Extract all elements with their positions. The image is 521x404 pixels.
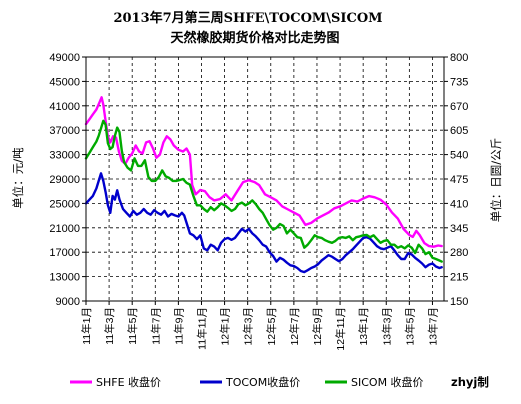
x-tick-label: 12年3月 — [242, 307, 255, 346]
legend-label-2: SICOM 收盘价 — [351, 375, 424, 389]
left-tick-label: 29000 — [49, 174, 80, 186]
right-tick-label: 605 — [450, 125, 468, 137]
right-tick-label: 410 — [450, 198, 468, 210]
right-tick-label: 475 — [450, 174, 468, 186]
left-tick-label: 13000 — [49, 272, 80, 284]
x-tick-label: 12年1月 — [219, 307, 232, 346]
series-lines — [84, 96, 443, 274]
series-line-1 — [84, 172, 443, 274]
legend-label-1: TOCOM收盘价 — [225, 375, 300, 389]
right-tick-label: 215 — [450, 272, 468, 284]
x-tick-label: 13年3月 — [380, 307, 393, 346]
left-tick-label: 17000 — [49, 247, 80, 259]
plot-frame — [85, 56, 445, 302]
legend: SHFE 收盘价 TOCOM收盘价 SICOM 收盘价 — [70, 375, 424, 389]
chart-subtitle: 天然橡胶期货价格对比走势图 — [170, 30, 339, 46]
right-tick-label: 670 — [450, 101, 468, 113]
left-tick-label: 41000 — [49, 101, 80, 113]
right-tick-label: 540 — [450, 150, 468, 162]
legend-label-0: SHFE 收盘价 — [96, 375, 161, 389]
left-axis-label: 单位：元/吨 — [11, 147, 25, 209]
left-tick-label: 37000 — [49, 125, 80, 137]
series-line-2 — [84, 119, 443, 263]
chart-title: 2013年7月第三周SHFE\TOCOM\SICOM — [113, 10, 382, 26]
x-tick-label: 11年3月 — [103, 307, 116, 345]
right-axis-label: 单位：日圆/公斤 — [489, 138, 503, 222]
x-tick-label: 11年11月 — [195, 307, 208, 350]
x-tick-label: 11年1月 — [80, 307, 93, 345]
right-tick-label: 345 — [450, 223, 468, 235]
right-y-axis: 150 215 280 345 410 475 540 605 670 735 800 — [444, 52, 468, 308]
left-tick-label: 21000 — [49, 223, 80, 235]
left-tick-label: 25000 — [49, 198, 80, 210]
x-tick-label: 13年1月 — [357, 307, 370, 346]
grid-lines — [86, 57, 444, 301]
right-tick-label: 735 — [450, 76, 468, 88]
left-tick-label: 45000 — [49, 76, 80, 88]
left-tick-label: 33000 — [49, 150, 80, 162]
x-tick-label: 12年9月 — [311, 307, 324, 346]
left-y-axis: 9000 13000 17000 21000 25000 29000 33000 37000 4… — [49, 52, 86, 308]
right-tick-label: 150 — [450, 296, 468, 308]
x-tick-label: 13年7月 — [426, 307, 439, 346]
x-axis: 11年1月 11年3月 11年5月 11年7月 11年9月 11年11月 12年1月 12年3… — [80, 301, 439, 351]
right-tick-label: 800 — [450, 52, 468, 64]
x-tick-label: 11年9月 — [172, 307, 185, 345]
left-tick-label: 9000 — [56, 296, 80, 308]
x-tick-label: 13年5月 — [403, 307, 416, 346]
credit-text: zhyj制 — [451, 375, 489, 389]
series-line-0 — [84, 96, 443, 248]
x-tick-label: 12年5月 — [265, 307, 278, 346]
x-tick-label: 12年11月 — [334, 307, 347, 351]
x-tick-label: 11年7月 — [149, 307, 162, 345]
x-tick-label: 11年5月 — [126, 307, 139, 345]
right-tick-label: 280 — [450, 247, 468, 259]
left-tick-label: 49000 — [49, 52, 80, 64]
x-tick-label: 12年7月 — [288, 307, 301, 346]
